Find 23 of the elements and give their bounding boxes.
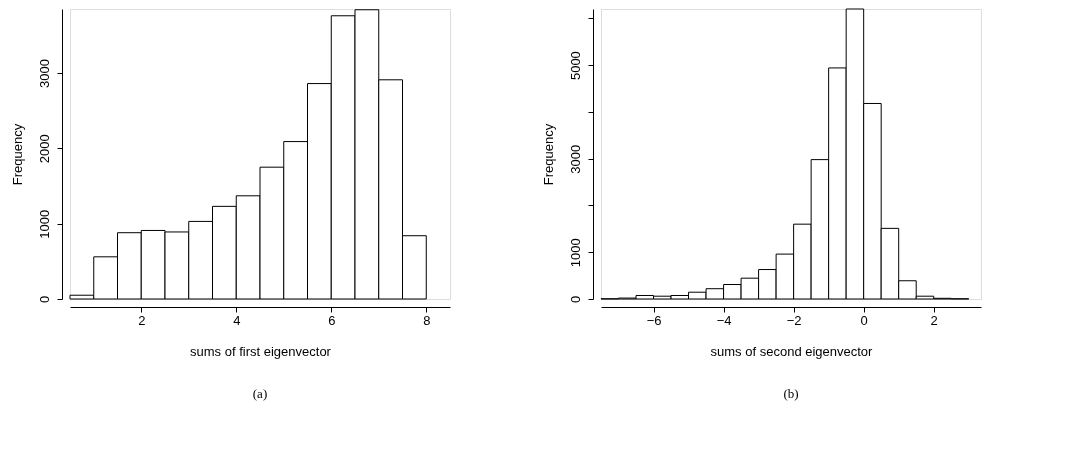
x-tick-label: 8 [423,312,431,328]
text: (b) [783,386,799,401]
x-axis-title: sums of second eigenvector [710,343,874,359]
y-tick-label: 3000 [36,59,52,88]
x-tick-label: −2 [786,312,802,328]
x-tick-label: 0 [860,312,868,328]
x-tick-label: 2 [930,312,938,328]
y-tick-label: 3000 [567,144,583,174]
y-tick-label: 1000 [36,209,52,239]
x-tick-label: −4 [716,312,732,328]
y-axis-title: Frequency [9,123,25,186]
y-axis-title: Frequency [540,123,556,186]
y-tick-label: 0 [567,295,583,304]
x-tick-label: 2 [138,312,146,328]
y-tick-label: 5000 [567,51,583,81]
y-tick-label: 1000 [567,238,583,268]
x-tick-label: −6 [646,312,662,328]
x-axis-title: sums of first eigenvector [190,343,332,359]
x-tick-label: 4 [233,312,241,328]
y-tick-label: 0 [36,295,52,304]
text: (a) [252,386,268,401]
y-tick-label: 2000 [36,134,52,164]
x-tick-label: 6 [328,312,336,328]
